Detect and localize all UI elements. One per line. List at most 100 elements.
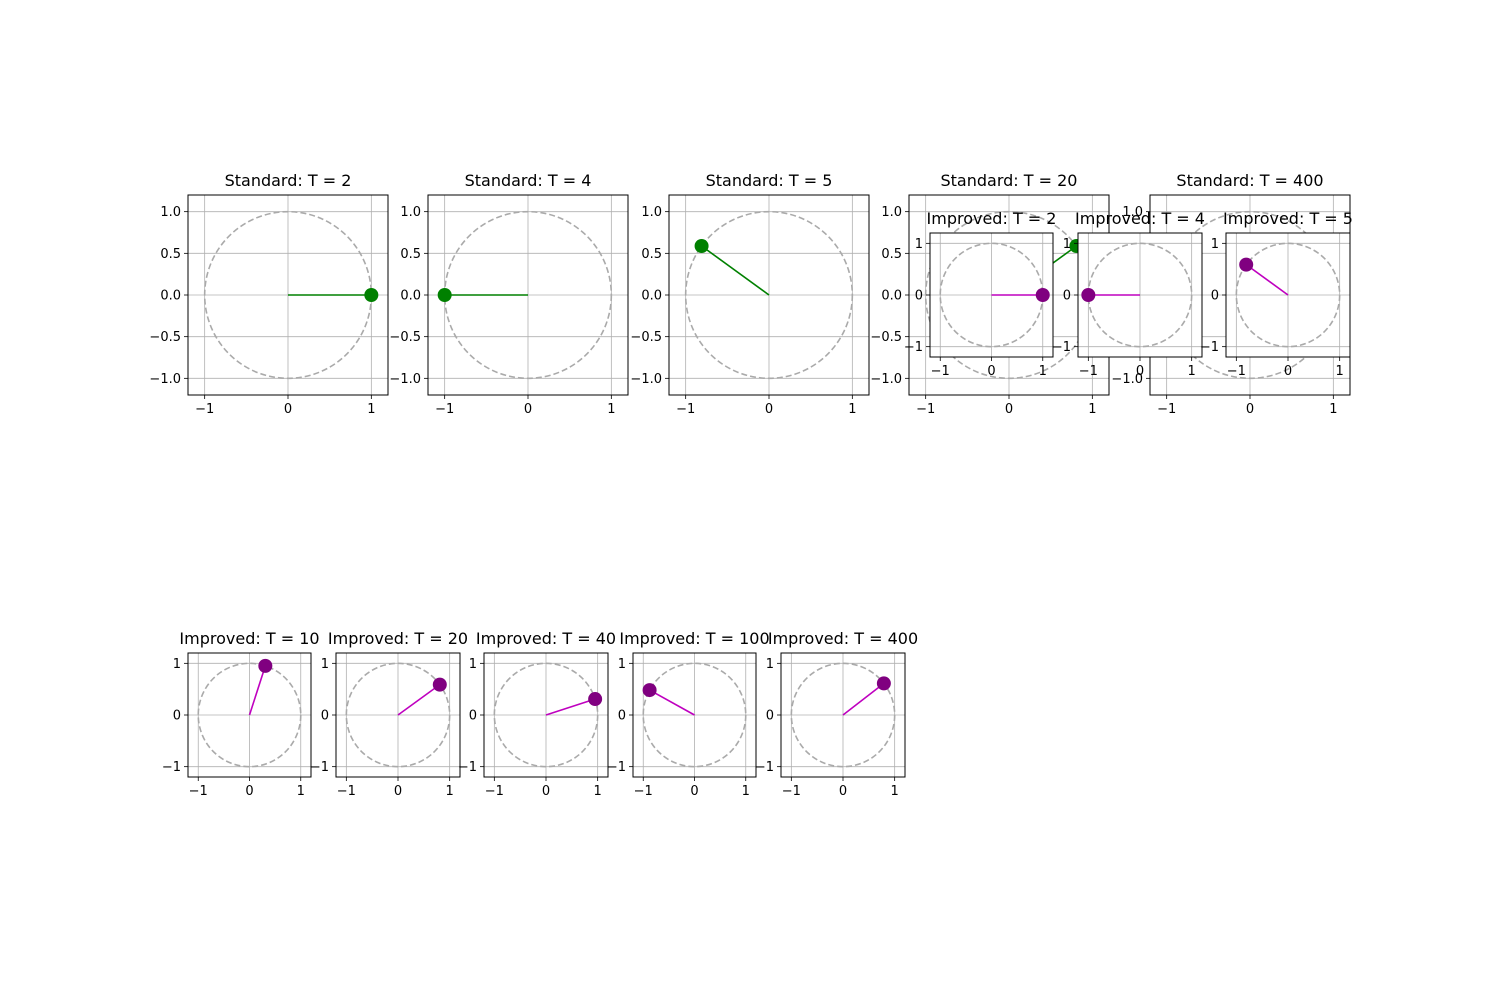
plot-area bbox=[336, 653, 460, 777]
y-tick-label: −1 bbox=[904, 340, 923, 355]
y-tick-label: 0.5 bbox=[400, 247, 421, 262]
subplot-title: Improved: T = 10 bbox=[179, 629, 319, 648]
radius-line bbox=[701, 245, 770, 296]
y-tick-label: 1 bbox=[766, 657, 774, 672]
y-tick-label: 1 bbox=[173, 657, 181, 672]
y-tick-label: 0.5 bbox=[641, 247, 662, 262]
y-tick-label: 1 bbox=[618, 657, 626, 672]
data-point bbox=[1239, 257, 1254, 272]
radius-line bbox=[248, 665, 267, 716]
subplot-2: −1 0 1 −1.0 −0.5 0.0 0.5 1.0 Standard: T = 4 bbox=[389, 171, 629, 417]
y-tick-label: 1 bbox=[469, 657, 477, 672]
subplot-title: Improved: T = 20 bbox=[328, 629, 468, 648]
radius-line bbox=[397, 683, 441, 716]
y-tick-label: 0 bbox=[173, 709, 181, 724]
x-tick-label: −1 bbox=[1079, 364, 1098, 379]
y-tick-label: 0 bbox=[321, 709, 329, 724]
y-tick-label: −0.5 bbox=[149, 330, 181, 345]
plot-area bbox=[1226, 233, 1350, 357]
subplot-title: Improved: T = 100 bbox=[619, 629, 769, 648]
subplot-13: −1 0 1 −1 0 1 Improved: T = 400 bbox=[755, 629, 918, 799]
x-tick-label: 0 bbox=[765, 402, 773, 417]
unit-circle bbox=[197, 662, 302, 768]
x-tick-label: −1 bbox=[676, 402, 695, 417]
y-tick-label: −1.0 bbox=[1111, 372, 1143, 387]
x-tick-label: 0 bbox=[394, 784, 402, 799]
y-tick-label: 1 bbox=[321, 657, 329, 672]
x-tick-label: 1 bbox=[594, 784, 602, 799]
y-tick-label: −1 bbox=[310, 760, 329, 775]
x-tick-label: −1 bbox=[337, 784, 356, 799]
y-tick-label: 0.0 bbox=[160, 289, 181, 304]
y-tick-label: −0.5 bbox=[870, 330, 902, 345]
y-tick-label: 0 bbox=[618, 709, 626, 724]
plot-area bbox=[188, 653, 311, 777]
y-tick-label: 0 bbox=[766, 709, 774, 724]
subplot-title: Standard: T = 400 bbox=[1176, 171, 1323, 190]
plot-area bbox=[428, 195, 628, 395]
plot-area bbox=[1078, 233, 1202, 357]
y-tick-label: 1.0 bbox=[160, 205, 181, 220]
x-tick-label: 0 bbox=[839, 784, 847, 799]
data-point bbox=[1081, 288, 1096, 302]
x-tick-label: 0 bbox=[1136, 364, 1144, 379]
radius-line bbox=[649, 689, 695, 716]
x-tick-label: −1 bbox=[1157, 402, 1176, 417]
y-tick-label: −1 bbox=[458, 760, 477, 775]
subplot-title: Standard: T = 4 bbox=[465, 171, 592, 190]
y-tick-label: 1 bbox=[1063, 237, 1071, 252]
subplot-title: Standard: T = 2 bbox=[225, 171, 352, 190]
y-tick-label: −1 bbox=[1052, 340, 1071, 355]
x-tick-label: 1 bbox=[848, 402, 856, 417]
subplot-title: Improved: T = 4 bbox=[1075, 209, 1205, 228]
x-tick-label: 1 bbox=[1188, 364, 1196, 379]
y-tick-label: −1 bbox=[1200, 340, 1219, 355]
y-tick-label: 1 bbox=[915, 237, 923, 252]
y-tick-label: 0.0 bbox=[881, 289, 902, 304]
data-point bbox=[876, 676, 891, 691]
x-tick-label: −1 bbox=[782, 784, 801, 799]
data-point bbox=[1035, 288, 1050, 302]
plot-area bbox=[633, 653, 756, 777]
data-point bbox=[642, 683, 657, 698]
subplot-title: Improved: T = 2 bbox=[927, 209, 1057, 228]
x-tick-label: 0 bbox=[987, 364, 995, 379]
x-tick-label: 0 bbox=[524, 402, 532, 417]
x-tick-label: 1 bbox=[891, 784, 899, 799]
x-tick-label: 1 bbox=[742, 784, 750, 799]
x-tick-label: 0 bbox=[1246, 402, 1254, 417]
x-tick-label: 1 bbox=[297, 784, 305, 799]
unit-circle bbox=[684, 210, 854, 380]
x-tick-label: −1 bbox=[195, 402, 214, 417]
x-tick-label: 1 bbox=[1039, 364, 1047, 379]
subplot-1: −1 0 1 −1.0 −0.5 0.0 0.5 1.0 Standard: T = 2 bbox=[149, 171, 389, 417]
subplot-title: Improved: T = 5 bbox=[1223, 209, 1353, 228]
y-tick-label: −1.0 bbox=[630, 372, 662, 387]
y-tick-label: −0.5 bbox=[630, 330, 662, 345]
subplot-8: −1 0 1 −1 0 1 Improved: T = 5 bbox=[1200, 209, 1353, 379]
y-tick-label: −1.0 bbox=[149, 372, 181, 387]
y-tick-label: −1 bbox=[162, 760, 181, 775]
x-tick-label: 0 bbox=[284, 402, 292, 417]
data-point bbox=[432, 677, 447, 692]
data-point bbox=[437, 288, 452, 302]
radius-line bbox=[1245, 263, 1289, 296]
y-tick-label: 1.0 bbox=[1122, 205, 1143, 220]
subplot-6: −1 0 1 −1 0 1 Improved: T = 2 bbox=[904, 209, 1057, 379]
subplot-10: −1 0 1 −1 0 1 Improved: T = 20 bbox=[310, 629, 468, 799]
subplot-11: −1 0 1 −1 0 1 Improved: T = 40 bbox=[458, 629, 616, 799]
subplot-title: Improved: T = 40 bbox=[476, 629, 616, 648]
x-tick-label: 1 bbox=[607, 402, 615, 417]
radius-line bbox=[545, 698, 596, 716]
x-tick-label: −1 bbox=[485, 784, 504, 799]
x-tick-label: 0 bbox=[245, 784, 253, 799]
unit-circle bbox=[345, 662, 451, 768]
y-tick-label: −1 bbox=[607, 760, 626, 775]
x-tick-label: 1 bbox=[1088, 402, 1096, 417]
x-tick-label: 1 bbox=[1329, 402, 1337, 417]
data-point bbox=[364, 288, 379, 302]
y-tick-label: 0.0 bbox=[400, 289, 421, 304]
subplot-7: −1 0 1 −1 0 1 Improved: T = 4 bbox=[1052, 209, 1205, 379]
subplot-title: Standard: T = 20 bbox=[941, 171, 1078, 190]
